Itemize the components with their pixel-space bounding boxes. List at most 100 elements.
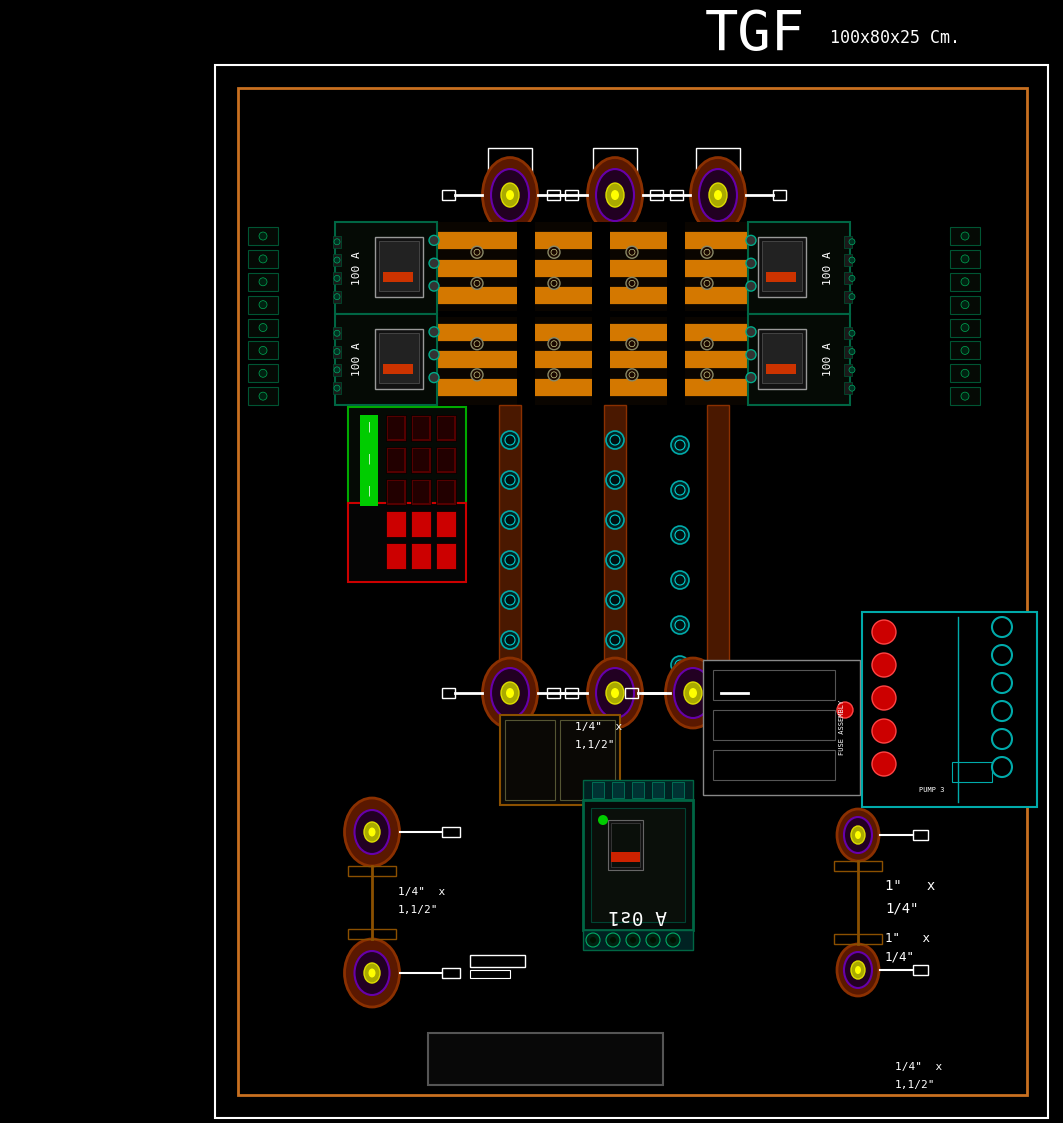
Bar (379, 241, 419, 291)
Ellipse shape (506, 190, 514, 200)
Bar (592, 782, 604, 798)
Circle shape (549, 338, 560, 349)
Bar (950, 250, 980, 268)
Circle shape (961, 346, 969, 355)
Bar (383, 272, 414, 282)
Circle shape (606, 511, 624, 529)
Ellipse shape (354, 810, 389, 853)
Circle shape (334, 385, 340, 391)
Circle shape (671, 481, 689, 499)
Bar (436, 480, 456, 505)
Bar (505, 720, 555, 800)
Bar (844, 254, 851, 266)
Circle shape (586, 933, 600, 947)
Circle shape (429, 327, 439, 337)
Bar (335, 222, 437, 313)
Circle shape (334, 348, 340, 355)
Bar (386, 447, 406, 473)
Circle shape (501, 631, 519, 649)
Bar (696, 148, 740, 179)
Circle shape (606, 591, 624, 609)
Bar (652, 782, 664, 798)
Bar (333, 254, 341, 266)
Bar (248, 319, 279, 337)
Bar (438, 417, 454, 439)
Bar (437, 323, 748, 341)
Bar (383, 364, 414, 374)
Circle shape (746, 373, 756, 383)
Circle shape (259, 323, 267, 331)
Circle shape (626, 277, 638, 290)
Circle shape (471, 277, 483, 290)
Ellipse shape (344, 939, 400, 1007)
Circle shape (675, 660, 685, 670)
Circle shape (429, 281, 439, 291)
Circle shape (961, 255, 969, 263)
Circle shape (872, 620, 896, 643)
Text: 1,1/2": 1,1/2" (398, 905, 439, 915)
Ellipse shape (674, 668, 712, 718)
Circle shape (872, 752, 896, 776)
Ellipse shape (364, 964, 379, 983)
Circle shape (610, 937, 615, 943)
Circle shape (610, 555, 620, 565)
Ellipse shape (596, 170, 634, 221)
Bar (566, 190, 578, 200)
Bar (438, 449, 454, 471)
Text: |: | (368, 453, 371, 464)
Circle shape (259, 346, 267, 355)
Circle shape (701, 246, 713, 258)
Bar (333, 327, 341, 339)
Circle shape (549, 368, 560, 381)
Circle shape (671, 436, 689, 454)
Bar (411, 416, 431, 441)
Bar (758, 237, 806, 298)
Circle shape (610, 515, 620, 526)
Bar (438, 481, 454, 503)
Bar (611, 852, 640, 862)
Circle shape (849, 293, 855, 300)
Bar (952, 763, 992, 782)
Circle shape (849, 239, 855, 245)
Text: FUSE ASSEMBLY: FUSE ASSEMBLY (839, 700, 845, 755)
Circle shape (675, 440, 685, 450)
Bar (670, 688, 684, 699)
Bar (593, 148, 637, 179)
Circle shape (471, 338, 483, 349)
Circle shape (501, 431, 519, 449)
Ellipse shape (611, 688, 619, 699)
Circle shape (501, 591, 519, 609)
Bar (388, 481, 404, 503)
Circle shape (961, 392, 969, 400)
Circle shape (961, 369, 969, 377)
Circle shape (746, 327, 756, 337)
Bar (950, 364, 980, 382)
Ellipse shape (501, 183, 519, 207)
Text: 1/4"  x: 1/4" x (575, 722, 622, 732)
Circle shape (849, 275, 855, 282)
Ellipse shape (851, 827, 865, 844)
Ellipse shape (483, 157, 538, 232)
Text: TGF: TGF (705, 8, 805, 62)
Bar (844, 291, 851, 303)
Circle shape (671, 656, 689, 674)
Circle shape (746, 258, 756, 268)
Ellipse shape (369, 828, 375, 837)
Bar (333, 236, 341, 248)
Bar (248, 227, 279, 245)
Ellipse shape (491, 668, 529, 718)
Ellipse shape (855, 966, 861, 974)
Circle shape (961, 323, 969, 331)
Circle shape (626, 933, 640, 947)
Bar (667, 222, 685, 405)
Bar (762, 241, 802, 291)
Circle shape (961, 277, 969, 285)
Bar (950, 387, 980, 405)
Circle shape (610, 595, 620, 605)
Circle shape (429, 349, 439, 359)
Bar (437, 231, 748, 249)
Bar (488, 148, 532, 179)
Ellipse shape (364, 822, 379, 842)
Circle shape (670, 937, 676, 943)
Bar (592, 222, 610, 405)
